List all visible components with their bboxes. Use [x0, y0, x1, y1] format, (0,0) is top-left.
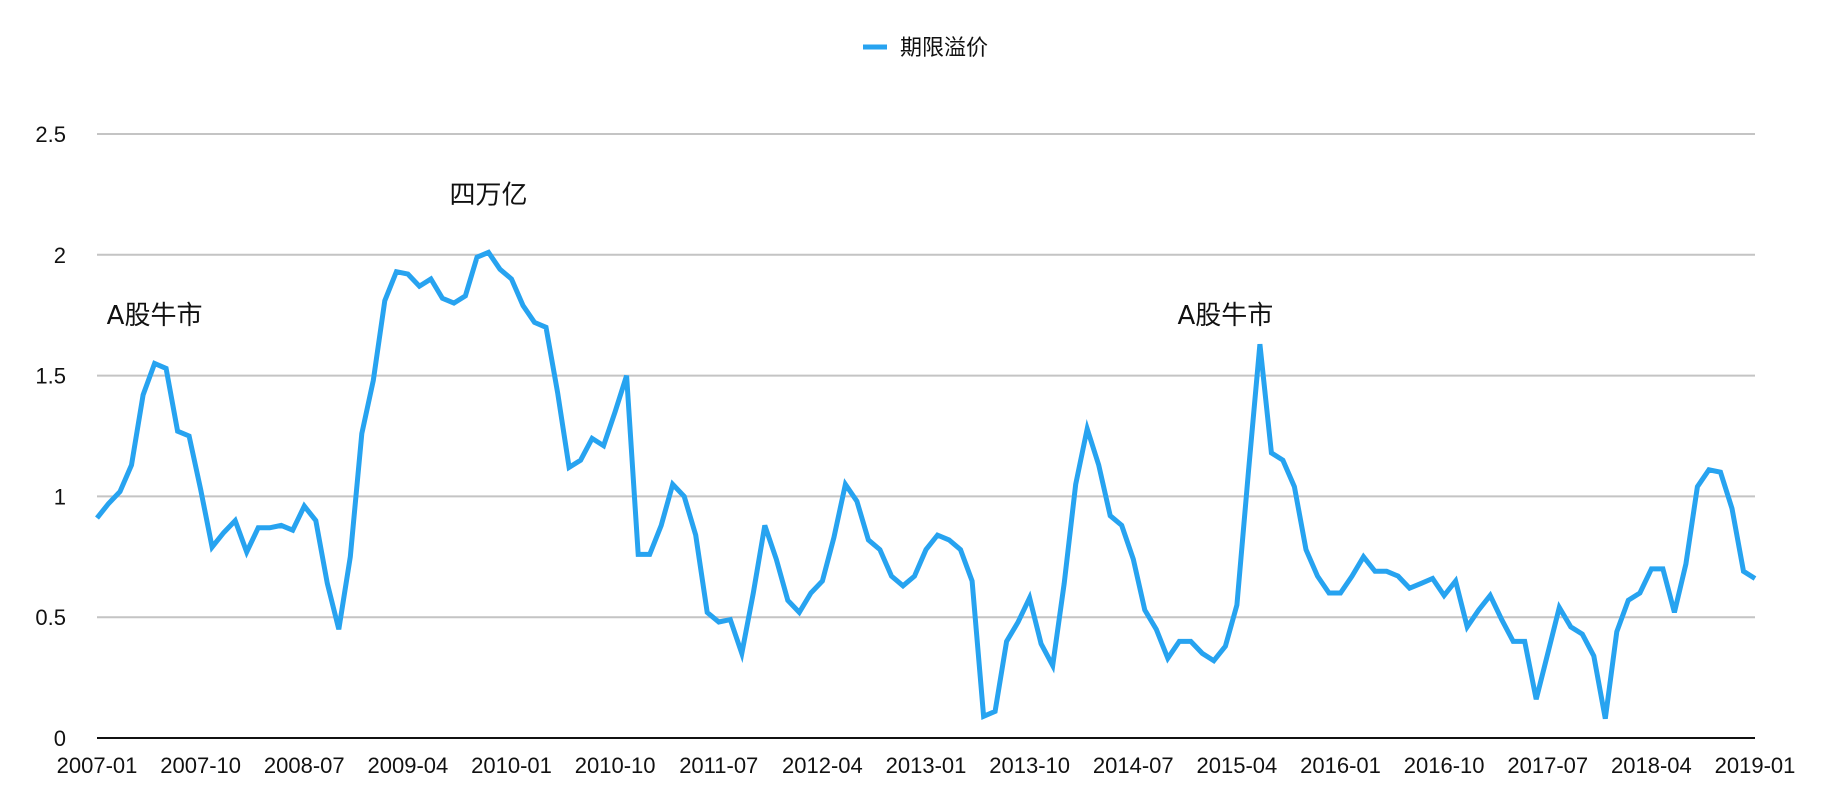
x-tick-label: 2015-04: [1197, 753, 1278, 778]
x-tick-label: 2010-10: [575, 753, 656, 778]
x-tick-label: 2013-01: [886, 753, 967, 778]
y-tick-label: 1: [54, 484, 66, 509]
y-tick-label: 2.5: [35, 122, 66, 147]
x-tick-label: 2011-07: [679, 753, 758, 778]
x-tick-label: 2019-01: [1715, 753, 1796, 778]
legend: 期限溢价: [863, 36, 988, 61]
x-axis: 2007-01 2007-10 2008-07 2009-04 2010-01 2010-…: [57, 737, 1796, 778]
gridlines: [97, 133, 1755, 619]
x-tick-label: 2008-07: [264, 753, 345, 778]
y-tick-label: 0: [54, 726, 66, 751]
y-axis-ticks: 0 0.5 1 1.5 2 2.5: [35, 122, 66, 751]
x-tick-label: 2014-07: [1093, 753, 1174, 778]
annotation-label: A股牛市: [107, 301, 203, 331]
y-tick-label: 2: [54, 243, 66, 268]
x-tick-label: 2007-01: [57, 753, 138, 778]
x-tick-label: 2016-01: [1300, 753, 1381, 778]
series-group: [95, 249, 1757, 720]
annotation-label: A股牛市: [1177, 301, 1273, 331]
x-tick-label: 2007-10: [160, 753, 241, 778]
x-tick-label: 2012-04: [782, 753, 863, 778]
x-tick-label: 2016-10: [1404, 753, 1485, 778]
legend-label: 期限溢价: [900, 36, 988, 61]
x-tick-label: 2013-10: [989, 753, 1070, 778]
x-tick-label: 2018-04: [1611, 753, 1692, 778]
series-line: [95, 249, 1757, 720]
y-tick-label: 0.5: [35, 605, 66, 630]
x-tick-label: 2009-04: [368, 753, 449, 778]
annotation-label: 四万亿: [449, 180, 527, 210]
x-tick-label: 2017-07: [1507, 753, 1588, 778]
annotations: A股牛市 四万亿 A股牛市: [107, 180, 1274, 331]
x-tick-label: 2010-01: [471, 753, 552, 778]
y-tick-label: 1.5: [35, 364, 66, 389]
